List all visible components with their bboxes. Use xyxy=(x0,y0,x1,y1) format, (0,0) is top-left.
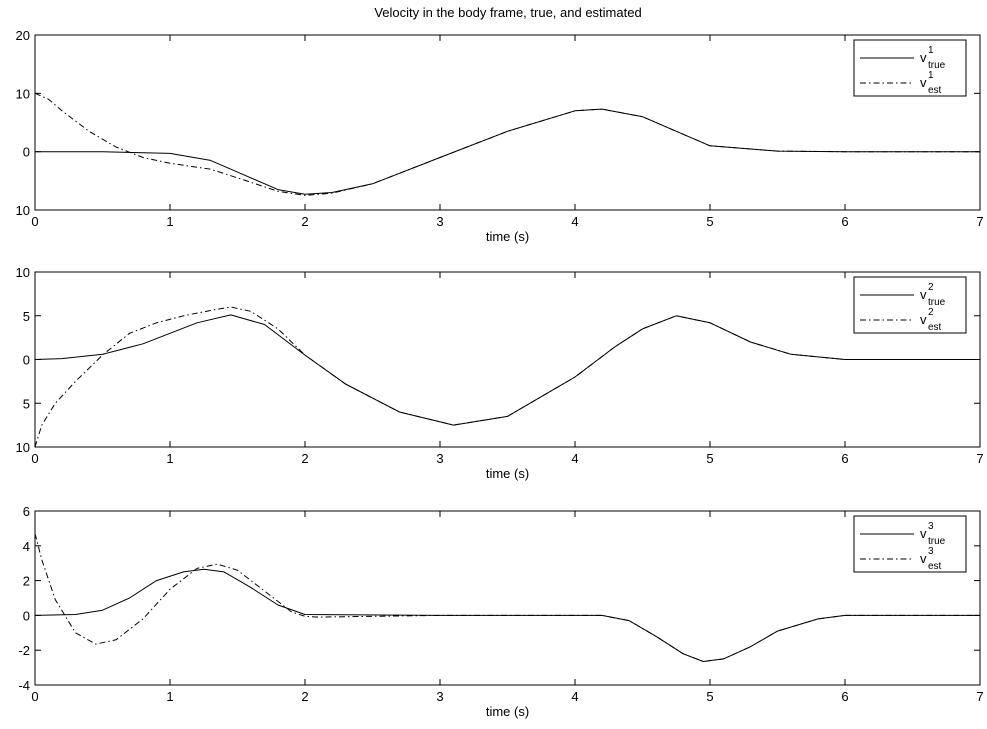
x-tick-label: 5 xyxy=(706,451,713,466)
legend-entry-est: v xyxy=(920,75,927,90)
y-tick-label: 0 xyxy=(23,353,30,368)
x-tick-label: 1 xyxy=(166,689,173,704)
legend-superscript: 1 xyxy=(928,45,934,56)
x-tick-label: 7 xyxy=(976,214,983,229)
x-tick-label: 6 xyxy=(841,451,848,466)
x-tick-label: 3 xyxy=(436,451,443,466)
x-tick-label: 5 xyxy=(706,689,713,704)
x-tick-label: 5 xyxy=(706,214,713,229)
legend-entry-true: v xyxy=(920,287,927,302)
y-tick-label: 10 xyxy=(16,440,30,455)
y-tick-label: 10 xyxy=(16,86,30,101)
y-tick-label: 5 xyxy=(23,309,30,324)
series-est-line xyxy=(34,306,980,448)
x-axis-label: time (s) xyxy=(486,466,529,481)
y-tick-label: 5 xyxy=(23,396,30,411)
x-tick-label: 0 xyxy=(31,689,38,704)
y-tick-label: 10 xyxy=(16,265,30,280)
x-tick-label: 4 xyxy=(571,689,578,704)
series-true-line xyxy=(34,314,980,426)
series-est-line xyxy=(34,92,980,196)
x-tick-label: 4 xyxy=(571,214,578,229)
legend-box xyxy=(853,39,967,97)
subplot-3-axes-box xyxy=(34,510,981,686)
x-tick-label: 0 xyxy=(31,451,38,466)
x-tick-label: 0 xyxy=(31,214,38,229)
x-tick-label: 3 xyxy=(436,214,443,229)
legend-subscript: est xyxy=(928,322,942,333)
x-tick-label: 6 xyxy=(841,689,848,704)
x-tick-label: 1 xyxy=(166,451,173,466)
y-tick-label: 2 xyxy=(23,574,30,589)
legend-entry-est: v xyxy=(920,312,927,327)
x-axis-label: time (s) xyxy=(486,229,529,244)
subplot-1-axes-box xyxy=(34,34,981,211)
legend-entry-true: v xyxy=(920,50,927,65)
x-tick-label: 7 xyxy=(976,451,983,466)
subplot-2-axes-box xyxy=(34,271,981,448)
y-tick-label: 4 xyxy=(23,539,30,554)
legend-subscript: est xyxy=(928,561,942,572)
x-tick-label: 6 xyxy=(841,214,848,229)
y-tick-label: 0 xyxy=(23,145,30,160)
legend-superscript: 2 xyxy=(928,307,934,318)
x-tick-label: 4 xyxy=(571,451,578,466)
legend-superscript: 2 xyxy=(928,282,934,293)
y-tick-label: 0 xyxy=(23,608,30,623)
legend-superscript: 3 xyxy=(928,521,934,532)
legend-subscript: true xyxy=(928,297,946,308)
figure-title: Velocity in the body frame, true, and es… xyxy=(374,5,641,20)
legend-subscript: true xyxy=(928,536,946,547)
y-tick-label: 6 xyxy=(23,504,30,519)
y-tick-label: -2 xyxy=(18,643,30,658)
legend-entry-est: v xyxy=(920,551,927,566)
legend-subscript: true xyxy=(928,60,946,71)
legend-subscript: est xyxy=(928,85,942,96)
legend-entry-true: v xyxy=(920,526,927,541)
x-tick-label: 2 xyxy=(301,214,308,229)
series-true-line xyxy=(34,568,980,662)
x-tick-label: 3 xyxy=(436,689,443,704)
x-tick-label: 1 xyxy=(166,214,173,229)
series-est-line xyxy=(34,533,980,662)
y-tick-label: -4 xyxy=(18,678,30,693)
x-axis-label: time (s) xyxy=(486,704,529,719)
legend-superscript: 3 xyxy=(928,546,934,557)
legend-box xyxy=(853,515,967,573)
legend-box xyxy=(853,276,967,334)
x-tick-label: 2 xyxy=(301,689,308,704)
y-tick-label: 10 xyxy=(16,203,30,218)
y-tick-label: 20 xyxy=(16,28,30,43)
x-tick-label: 7 xyxy=(976,689,983,704)
x-tick-label: 2 xyxy=(301,451,308,466)
legend-superscript: 1 xyxy=(928,70,934,81)
